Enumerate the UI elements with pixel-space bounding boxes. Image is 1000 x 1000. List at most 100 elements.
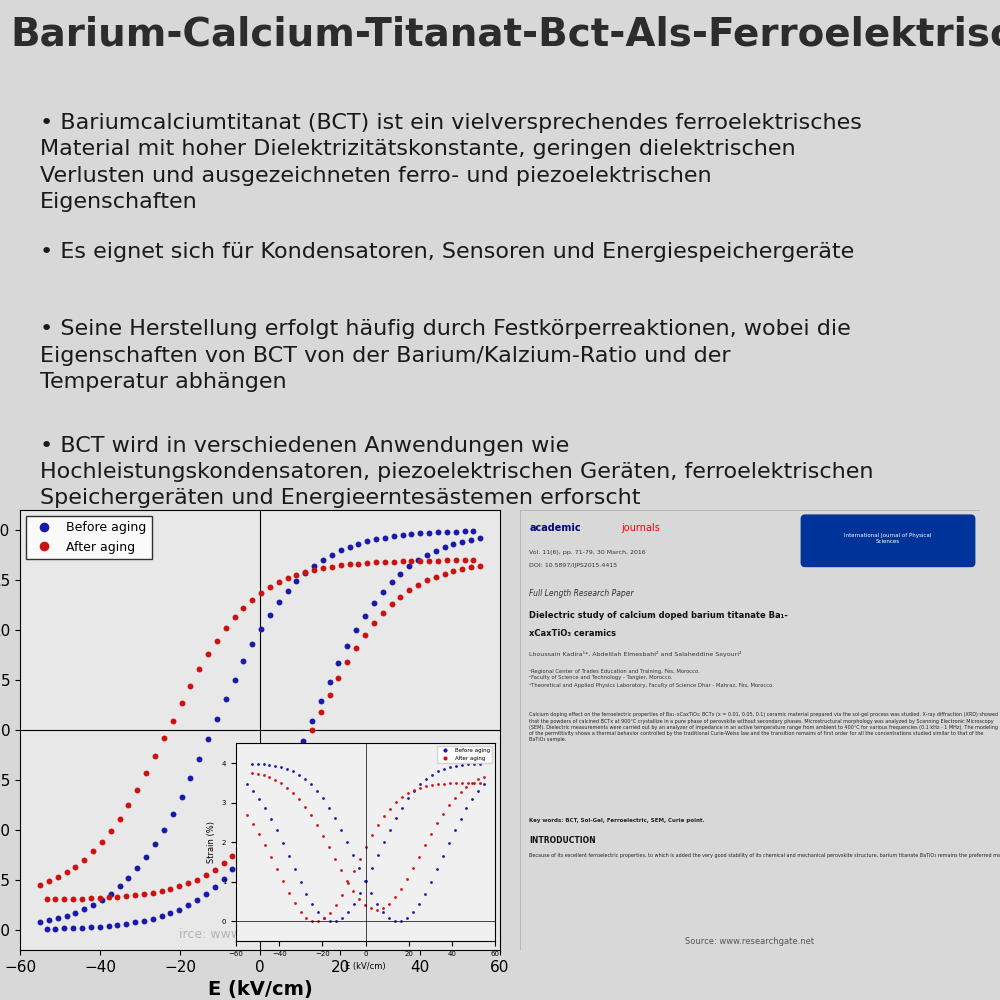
Point xyxy=(253,585,269,601)
Point xyxy=(147,748,163,764)
Point xyxy=(182,678,198,694)
Point xyxy=(368,531,384,547)
Point xyxy=(286,753,302,769)
Point xyxy=(109,889,125,905)
Text: Lhoussain Kadira¹*, Abdelilah Elmesbahi² and Salaheddine Sayouri²: Lhoussain Kadira¹*, Abdelilah Elmesbahi²… xyxy=(529,651,742,657)
Point xyxy=(138,765,154,781)
Point xyxy=(339,654,355,670)
Point xyxy=(218,620,234,636)
Point xyxy=(428,569,444,585)
Point xyxy=(395,527,411,543)
Point xyxy=(315,552,331,568)
Point xyxy=(262,579,278,595)
Point xyxy=(83,919,99,935)
Point xyxy=(174,695,190,711)
Point xyxy=(67,905,83,921)
Text: Calcium doping effect on the ferroelectric properties of Ba₁₋xCaxTiO₃; BCTx (x =: Calcium doping effect on the ferroelectr… xyxy=(529,712,998,742)
Point xyxy=(262,607,278,623)
Text: Dielectric study of calcium doped barium titanate Ba₁-: Dielectric study of calcium doped barium… xyxy=(529,611,788,620)
Point xyxy=(198,867,214,883)
Point xyxy=(118,916,134,932)
Point xyxy=(109,917,125,933)
Point xyxy=(313,693,329,709)
Text: • Es eignet sich für Kondensatoren, Sensoren und Energiespeichergeräte: • Es eignet sich für Kondensatoren, Sens… xyxy=(40,242,854,262)
Point xyxy=(154,883,170,899)
Point xyxy=(120,870,136,886)
Point xyxy=(333,542,349,558)
Point xyxy=(59,864,75,880)
Point xyxy=(386,554,402,570)
Point xyxy=(242,837,258,853)
Point xyxy=(138,849,154,865)
Point xyxy=(439,552,455,568)
Point xyxy=(191,751,207,767)
Point xyxy=(428,543,444,559)
Point xyxy=(277,772,293,788)
Point xyxy=(313,704,329,720)
X-axis label: E (kV/cm): E (kV/cm) xyxy=(208,980,312,999)
Point xyxy=(350,536,366,552)
Point xyxy=(437,539,453,555)
Point xyxy=(244,592,260,608)
Point xyxy=(209,633,225,649)
Point xyxy=(165,713,181,729)
Point xyxy=(403,553,419,569)
Point xyxy=(162,905,178,921)
Point xyxy=(280,583,296,599)
Point xyxy=(410,552,426,568)
Point xyxy=(260,804,276,820)
Point xyxy=(101,889,117,905)
Point xyxy=(395,553,411,569)
Point xyxy=(454,534,470,550)
Point xyxy=(59,908,75,924)
Point xyxy=(50,869,66,885)
Point xyxy=(368,554,384,570)
Point xyxy=(465,552,481,568)
Text: • Bariumcalciumtitanat (BCT) ist ein vielversprechendes ferroelektrisches
Materi: • Bariumcalciumtitanat (BCT) ist ein vie… xyxy=(40,113,862,212)
Point xyxy=(227,672,243,688)
Point xyxy=(304,713,320,729)
Point xyxy=(377,530,393,546)
Point xyxy=(457,552,473,568)
Point xyxy=(156,822,172,838)
Point xyxy=(253,621,269,637)
Point xyxy=(251,823,267,839)
Point xyxy=(463,532,479,548)
Point xyxy=(419,547,435,563)
Point xyxy=(67,859,83,875)
Point xyxy=(101,918,117,934)
Point xyxy=(242,829,258,845)
Point xyxy=(401,582,417,598)
Point xyxy=(198,886,214,902)
Point xyxy=(357,627,373,643)
Text: International Journal of Physical
Sciences: International Journal of Physical Scienc… xyxy=(844,533,932,544)
Point xyxy=(216,855,232,871)
Point xyxy=(171,878,187,894)
Point xyxy=(56,920,72,936)
Point xyxy=(288,573,304,589)
Point xyxy=(350,556,366,572)
Point xyxy=(200,731,216,747)
Point xyxy=(251,817,267,833)
Point xyxy=(147,836,163,852)
Point xyxy=(465,523,481,539)
Point xyxy=(207,879,223,895)
Point xyxy=(315,560,331,576)
Point xyxy=(439,524,455,540)
Point xyxy=(392,566,408,582)
Point xyxy=(224,861,240,877)
Point xyxy=(136,886,152,902)
Point xyxy=(357,608,373,624)
Point xyxy=(297,565,313,581)
Point xyxy=(233,839,249,855)
Point xyxy=(269,791,285,807)
Point xyxy=(342,539,358,555)
Point xyxy=(377,554,393,570)
Point xyxy=(304,722,320,738)
Text: journals: journals xyxy=(621,523,660,533)
Text: INTRODUCTION: INTRODUCTION xyxy=(529,836,596,845)
Point xyxy=(437,566,453,582)
Point xyxy=(322,674,338,690)
Point xyxy=(348,622,364,638)
Point xyxy=(47,891,63,907)
